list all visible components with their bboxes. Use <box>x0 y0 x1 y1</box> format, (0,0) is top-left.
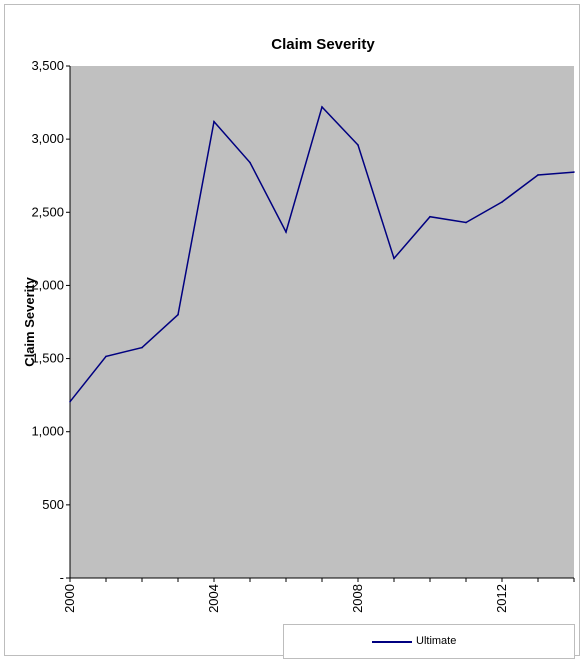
series-group <box>69 105 575 403</box>
x-tick-labels: 2000 2004 2008 2012 <box>62 584 509 613</box>
data-point <box>357 144 359 146</box>
data-point <box>393 257 395 260</box>
plot-area <box>70 66 574 578</box>
y-axis-label: Claim Severity <box>22 276 37 366</box>
y-tick-label: 1,000 <box>31 424 64 439</box>
y-tick-label: 500 <box>42 497 64 512</box>
data-point <box>249 161 251 164</box>
data-point <box>105 355 107 358</box>
y-tick-label: 2,500 <box>31 204 64 219</box>
y-tick-label: - <box>60 570 64 585</box>
data-point <box>429 215 431 218</box>
data-point <box>537 174 539 176</box>
data-point <box>501 201 503 203</box>
data-point <box>321 106 323 108</box>
y-tick-label: 2,000 <box>31 277 64 292</box>
data-point <box>573 171 575 173</box>
x-tick-label: 2012 <box>494 584 509 613</box>
legend-swatch-ultimate <box>372 641 412 643</box>
y-tick-labels: - 500 1,000 1,500 2,000 2,500 3,000 3,500 <box>31 58 64 585</box>
data-point <box>465 221 467 224</box>
x-tick-label: 2004 <box>206 584 221 613</box>
data-point <box>285 231 287 233</box>
data-point <box>213 120 215 123</box>
x-tick-label: 2000 <box>62 584 77 613</box>
data-point <box>177 313 179 316</box>
axes <box>66 65 575 582</box>
legend-label-ultimate: Ultimate <box>416 635 457 647</box>
data-point <box>69 400 71 403</box>
chart-title: Claim Severity <box>271 36 375 53</box>
y-tick-label: 3,500 <box>31 58 64 73</box>
data-point <box>141 346 143 349</box>
y-tick-label: 3,000 <box>31 131 64 146</box>
x-tick-label: 2008 <box>350 584 365 613</box>
legend: Ultimate <box>283 624 575 659</box>
y-tick-label: 1,500 <box>31 351 64 366</box>
